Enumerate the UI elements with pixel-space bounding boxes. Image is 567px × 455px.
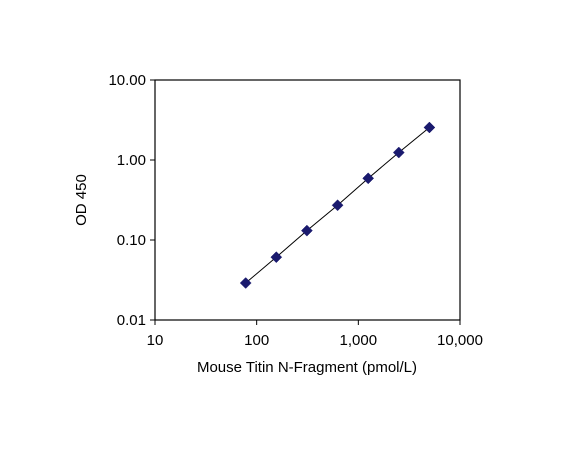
y-axis-label: OD 450 [73, 174, 90, 226]
data-point-marker [331, 199, 344, 212]
y-tick-label: 0.01 [117, 312, 146, 329]
x-tick-label: 10,000 [437, 332, 483, 349]
data-point-marker [423, 121, 436, 134]
y-tick-label: 0.10 [117, 232, 146, 249]
data-point-marker [301, 224, 313, 237]
x-axis-label: Mouse Titin N-Fragment (pmol/L) [197, 359, 417, 376]
data-point-marker [239, 277, 252, 289]
x-tick-label: 1,000 [340, 332, 378, 349]
data-points [239, 121, 436, 289]
x-tick-label: 100 [244, 332, 269, 349]
y-axis: 0.01 0.10 1.00 10.00 [108, 72, 155, 329]
data-point-marker [362, 172, 375, 185]
plot-area-frame [154, 79, 461, 321]
x-tick-label: 10 [147, 332, 164, 349]
data-point-marker [270, 251, 283, 264]
y-tick-label: 10.00 [108, 72, 146, 89]
data-point-marker [392, 146, 405, 159]
x-axis: 10 100 1,000 10,000 [147, 320, 483, 349]
y-tick-label: 1.00 [117, 152, 146, 169]
